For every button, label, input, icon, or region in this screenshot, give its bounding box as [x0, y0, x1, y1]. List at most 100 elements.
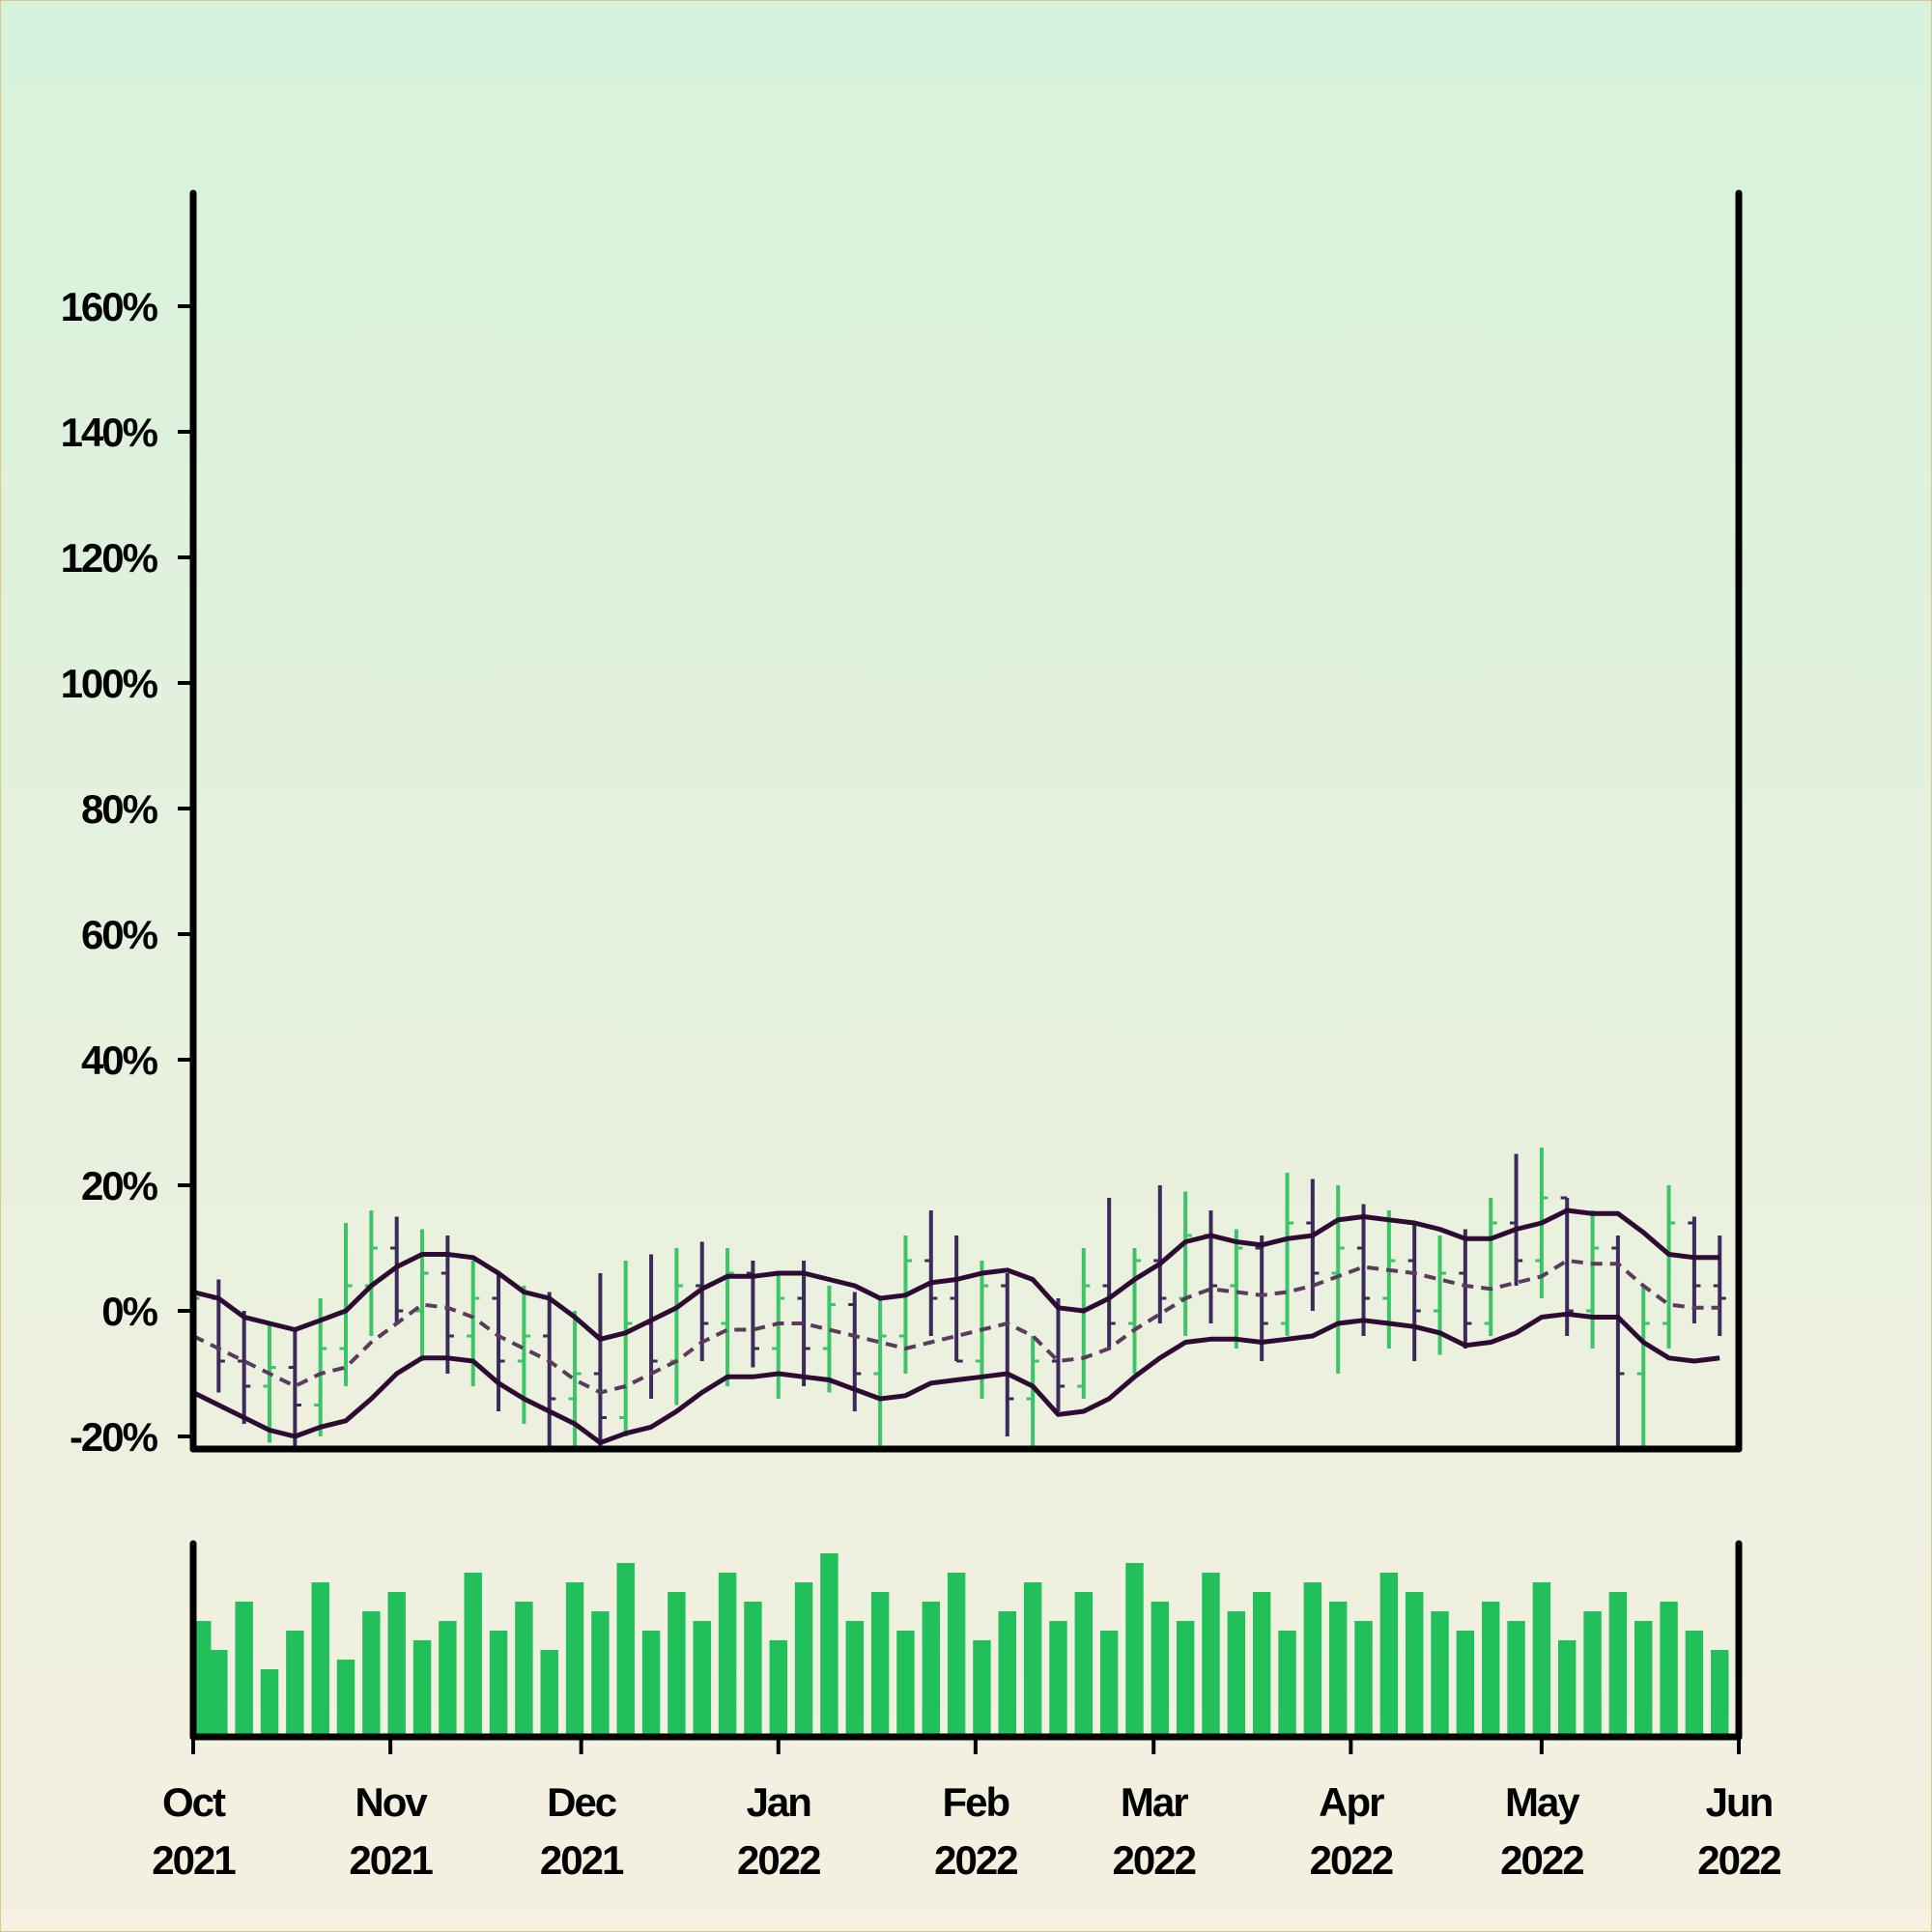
volume-bar	[540, 1650, 558, 1737]
volume-bar	[668, 1592, 686, 1737]
volume-bar	[922, 1602, 941, 1737]
volume-bar	[387, 1592, 406, 1737]
volume-bar	[1354, 1621, 1373, 1737]
volume-bar	[947, 1573, 966, 1737]
x-tick-label: Apr 2022	[1310, 1779, 1393, 1883]
volume-bar	[464, 1573, 482, 1737]
volume-bar	[1049, 1621, 1067, 1737]
volume-bar	[1151, 1602, 1170, 1737]
x-tick-label: Jan 2022	[737, 1779, 820, 1883]
volume-bar	[591, 1611, 610, 1737]
volume-bar	[1583, 1611, 1602, 1737]
volume-bar	[870, 1592, 890, 1737]
plot-area	[193, 1148, 1726, 1449]
volume-bar	[1558, 1640, 1577, 1737]
volume-bar	[412, 1640, 432, 1737]
y-tick-label: 20%	[81, 1163, 158, 1208]
volume-bar	[1074, 1592, 1094, 1737]
volume-bar	[820, 1553, 838, 1737]
volume-bar	[565, 1582, 584, 1737]
y-tick-label: 120%	[61, 535, 158, 581]
x-tick-label-line: Jan	[747, 1779, 811, 1825]
y-tick-label: 140%	[61, 410, 158, 455]
volume-bar	[336, 1660, 355, 1737]
volume-bar	[1023, 1582, 1042, 1737]
volume-bar	[235, 1602, 253, 1737]
volume-bar	[1252, 1592, 1271, 1737]
volume-bar	[1379, 1573, 1399, 1737]
x-tick-label: Mar 2022	[1113, 1779, 1196, 1883]
x-tick-label-line: Dec	[547, 1779, 617, 1825]
volume-bar	[1099, 1631, 1119, 1737]
volume-area	[193, 1553, 1729, 1737]
volume-bar	[1507, 1621, 1525, 1737]
x-tick-label-line: 2021	[540, 1837, 624, 1883]
volume-bar	[616, 1563, 635, 1737]
volume-bar	[744, 1602, 762, 1737]
volume-bar	[1456, 1631, 1475, 1737]
x-tick-label-line: 2022	[737, 1837, 820, 1883]
x-tick-label: Feb 2022	[934, 1779, 1017, 1883]
volume-bar	[1685, 1631, 1704, 1737]
x-tick-label-line: 2021	[349, 1837, 433, 1883]
y-tick-label: 100%	[61, 661, 158, 706]
volume-bar	[1278, 1631, 1296, 1737]
y-tick-label: 160%	[61, 284, 158, 329]
y-tick-label: -20%	[70, 1414, 158, 1460]
volume-bar	[1328, 1602, 1348, 1737]
volume-bar	[362, 1611, 381, 1737]
y-tick-label: 40%	[81, 1037, 158, 1083]
volume-bar	[693, 1621, 711, 1737]
x-tick-label: May 2022	[1500, 1779, 1583, 1883]
volume-bar	[1711, 1650, 1729, 1737]
x-tick-label: Nov 2021	[349, 1779, 433, 1883]
band-middle	[193, 1259, 1720, 1395]
x-tick-label-line: 2021	[152, 1837, 236, 1883]
x-tick-label-line: 2022	[1113, 1837, 1196, 1883]
volume-bar	[1125, 1563, 1144, 1737]
volume-bar	[998, 1611, 1017, 1737]
axes: -20% 0% 20% 40% 60% 80% 100% 120% 140% 160% Oct 202…	[61, 189, 1782, 1883]
volume-bar	[193, 1621, 212, 1737]
band-lower	[193, 1311, 1720, 1445]
volume-bar	[260, 1669, 279, 1737]
x-tick-label: Jun 2022	[1697, 1779, 1780, 1883]
volume-bar	[1303, 1582, 1322, 1737]
y-tick-label: 60%	[81, 912, 158, 957]
volume-bar	[769, 1640, 787, 1737]
volume-bar	[210, 1650, 228, 1737]
x-tick-label-line: Nov	[355, 1779, 428, 1825]
volume-bar	[439, 1621, 457, 1737]
volume-bar	[286, 1631, 304, 1737]
x-tick-label-line: Oct	[162, 1779, 226, 1825]
volume-bar	[515, 1602, 533, 1737]
volume-bar	[1481, 1602, 1500, 1737]
volume-bar	[718, 1573, 737, 1737]
x-tick-label-line: Feb	[943, 1779, 1009, 1825]
volume-bar	[845, 1621, 864, 1737]
x-tick-label-line: 2022	[1500, 1837, 1583, 1883]
y-tick-label: 80%	[81, 786, 158, 832]
volume-bar	[794, 1582, 813, 1737]
volume-bar	[973, 1640, 991, 1737]
volume-bar	[641, 1631, 661, 1737]
x-tick-label: Dec 2021	[540, 1779, 624, 1883]
x-tick-label-line: Mar	[1121, 1779, 1188, 1825]
volume-bar	[1660, 1602, 1678, 1737]
volume-bar	[311, 1582, 329, 1737]
volume-bar	[1532, 1582, 1551, 1737]
volume-bar	[1608, 1592, 1628, 1737]
x-tick-label-line: 2022	[1310, 1837, 1393, 1883]
x-tick-label-line: 2022	[934, 1837, 1017, 1883]
volume-bar	[896, 1631, 915, 1737]
volume-bar	[1202, 1573, 1220, 1737]
x-tick-label: Oct 2021	[152, 1779, 236, 1883]
x-tick-label-line: Apr	[1319, 1779, 1384, 1825]
volume-bar	[1431, 1611, 1449, 1737]
x-tick-label-line: May	[1505, 1779, 1580, 1825]
band-upper	[193, 1208, 1720, 1342]
volume-bar	[1405, 1592, 1424, 1737]
x-tick-label-line: 2022	[1697, 1837, 1780, 1883]
volume-bar	[1227, 1611, 1246, 1737]
y-tick-label: 0%	[101, 1289, 157, 1334]
